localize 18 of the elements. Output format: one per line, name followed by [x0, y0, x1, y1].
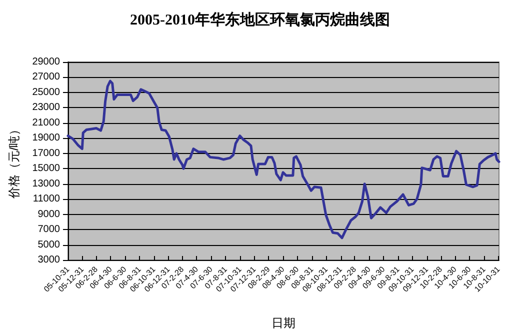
y-axis-title: 价格（元/吨）	[7, 123, 21, 200]
y-tick-label: 3000	[38, 254, 60, 266]
y-tick-label: 19000	[32, 132, 60, 144]
y-tick-label: 15000	[32, 163, 60, 174]
y-tick-label: 21000	[32, 117, 60, 128]
y-tick-label: 23000	[32, 102, 60, 114]
y-tick-label: 17000	[32, 148, 60, 159]
y-tick-label: 25000	[32, 86, 60, 98]
y-tick-label: 7000	[38, 224, 60, 236]
y-tick-label: 29000	[32, 56, 60, 68]
y-tick-label: 9000	[38, 208, 60, 220]
y-tick-label: 13000	[32, 178, 60, 190]
y-tick-label: 11000	[32, 194, 60, 205]
y-tick-label: 27000	[32, 72, 60, 83]
y-tick-label: 5000	[38, 239, 60, 250]
x-axis-title: 日期	[272, 316, 296, 330]
line-series	[66, 80, 500, 240]
chart-title: 2005-2010年华东地区环氧氯丙烷曲线图	[130, 10, 390, 28]
